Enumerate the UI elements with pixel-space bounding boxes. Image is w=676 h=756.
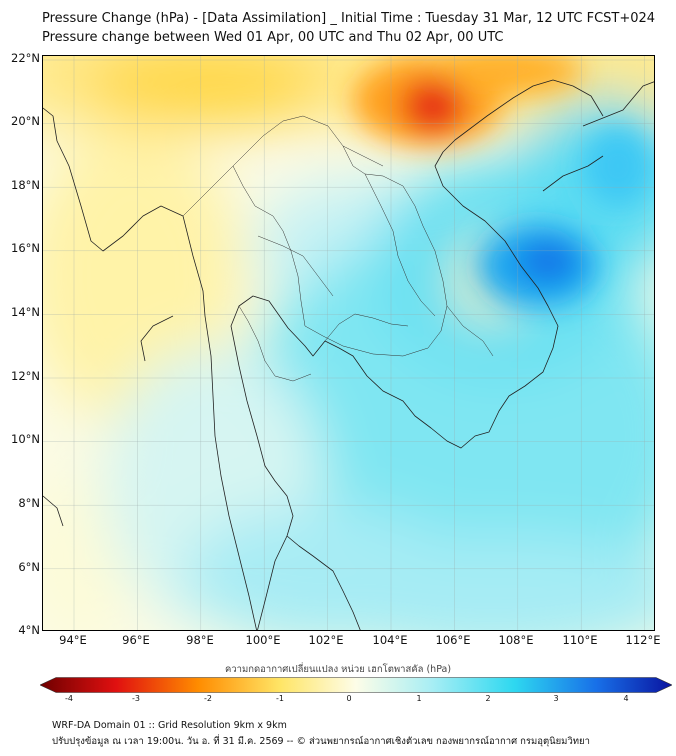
colorbar-tick: -2 bbox=[204, 694, 212, 703]
lat-label-16n: 16°N bbox=[11, 241, 40, 255]
lat-label-14n: 14°N bbox=[11, 305, 40, 319]
colorbar-tick: 4 bbox=[623, 694, 629, 703]
colorbar-tick: 1 bbox=[416, 694, 422, 703]
lat-label-4n: 4°N bbox=[18, 623, 40, 637]
lat-label-22n: 22°N bbox=[11, 51, 40, 65]
lat-label-10n: 10°N bbox=[11, 432, 40, 446]
lon-label-110e: 110°E bbox=[562, 633, 598, 647]
colorbar-title: ความกดอากาศเปลี่ยนแปลง หน่วย เฮกโตพาสคัล… bbox=[224, 664, 452, 675]
lat-label-18n: 18°N bbox=[11, 178, 40, 192]
pressure-change-map bbox=[42, 55, 655, 631]
map-subtitle: Pressure change between Wed 01 Apr, 00 U… bbox=[42, 30, 504, 45]
lon-label-104e: 104°E bbox=[372, 633, 408, 647]
lon-label-94e: 94°E bbox=[59, 633, 87, 647]
lat-label-20n: 20°N bbox=[11, 114, 40, 128]
colorbar-tick: -1 bbox=[276, 694, 284, 703]
colorbar bbox=[40, 677, 672, 693]
lon-label-96e: 96°E bbox=[122, 633, 150, 647]
footer-update-info: ปรับปรุงข้อมูล ณ เวลา 19:00น. วัน อ. ที่… bbox=[52, 736, 590, 747]
colorbar-tick: 3 bbox=[553, 694, 559, 703]
footer-model-info: WRF-DA Domain 01 :: Grid Resolution 9km … bbox=[52, 720, 287, 731]
lon-label-102e: 102°E bbox=[308, 633, 344, 647]
lat-label-6n: 6°N bbox=[18, 560, 40, 574]
lon-label-112e: 112°E bbox=[625, 633, 661, 647]
map-title: Pressure Change (hPa) - [Data Assimilati… bbox=[42, 11, 656, 26]
colorbar-tick: 0 bbox=[346, 694, 352, 703]
lon-label-100e: 100°E bbox=[245, 633, 281, 647]
lon-label-106e: 106°E bbox=[435, 633, 471, 647]
lat-label-12n: 12°N bbox=[11, 369, 40, 383]
lat-label-8n: 8°N bbox=[18, 496, 40, 510]
colorbar-tick: -4 bbox=[65, 694, 73, 703]
lon-label-108e: 108°E bbox=[498, 633, 534, 647]
colorbar-tick: 2 bbox=[485, 694, 491, 703]
colorbar-tick: -3 bbox=[132, 694, 140, 703]
lon-label-98e: 98°E bbox=[186, 633, 214, 647]
